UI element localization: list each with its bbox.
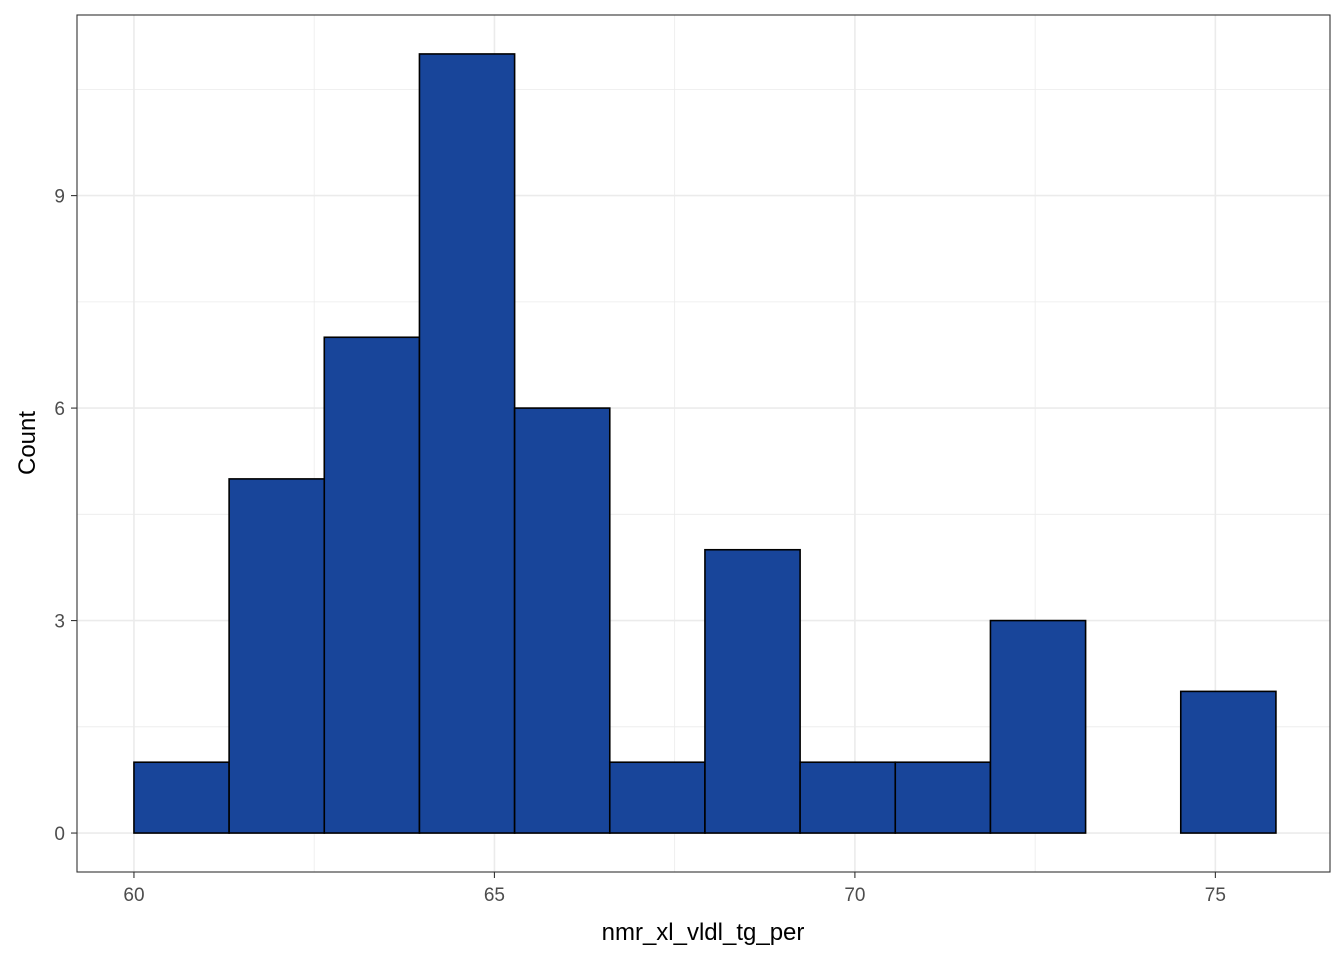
- x-tick-label: 65: [484, 885, 505, 906]
- panel-border: [76, 14, 1331, 873]
- x-axis-title: nmr_xl_vldl_tg_per: [602, 919, 805, 946]
- histogram-bar: [133, 761, 230, 834]
- histogram-bar: [228, 478, 326, 834]
- x-tick-label: 70: [844, 885, 865, 906]
- histogram-bar: [704, 548, 801, 834]
- histogram-bar: [799, 761, 897, 834]
- histogram-bar: [894, 761, 992, 834]
- x-tick-label: 75: [1205, 885, 1226, 906]
- histogram-bar: [1179, 690, 1277, 834]
- histogram-bar: [513, 407, 611, 834]
- x-axis: 60 65 70 75: [123, 872, 1226, 906]
- y-tick-label: 0: [54, 824, 65, 845]
- y-axis-title: Count: [14, 411, 41, 475]
- histogram-bar: [608, 761, 706, 834]
- histogram-bar: [989, 619, 1087, 834]
- histogram-bars: [133, 53, 1277, 834]
- y-tick-label: 6: [54, 399, 65, 420]
- y-axis: 0 3 6 9: [54, 187, 77, 845]
- histogram-bar: [418, 53, 516, 834]
- histogram-bar: [323, 336, 421, 834]
- y-tick-label: 3: [54, 612, 65, 633]
- y-tick-label: 9: [54, 187, 65, 208]
- x-tick-label: 60: [123, 885, 144, 906]
